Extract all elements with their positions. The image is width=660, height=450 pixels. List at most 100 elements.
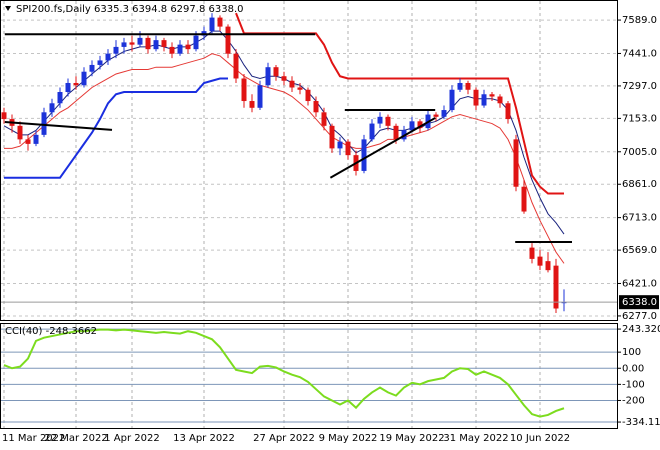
candle-body — [185, 44, 191, 50]
candle-body — [417, 121, 423, 129]
candle-body — [225, 26, 231, 54]
cci-title: CCI(40) -248.3662 — [5, 326, 97, 337]
candle-body — [57, 92, 63, 104]
candle-body — [153, 40, 159, 50]
candle-body — [49, 103, 55, 113]
candle-body — [65, 82, 71, 93]
candle-body — [281, 76, 287, 81]
candle-body — [233, 53, 239, 79]
y-tick-label: 7297.0 — [622, 81, 657, 92]
candle-body — [369, 123, 375, 140]
candle-body — [345, 141, 351, 156]
x-tick-label: 31 May 2022 — [443, 433, 508, 444]
cci-frame — [0, 323, 618, 429]
candle-body — [521, 186, 527, 212]
candle-body — [321, 112, 327, 126]
candle-body — [145, 37, 151, 50]
candle-body — [169, 46, 175, 54]
candle-body — [193, 35, 199, 50]
y-tick-label: -100 — [622, 379, 645, 390]
y-tick-label: -334.110 — [622, 417, 660, 428]
trendline — [329, 117, 436, 179]
candle-body — [249, 101, 255, 108]
last-price-label: 6338.0 — [622, 297, 657, 308]
candle-body — [265, 67, 271, 86]
candle-body — [41, 112, 47, 135]
candle-body — [129, 42, 135, 45]
candle-body — [497, 96, 503, 104]
price-frame — [0, 0, 618, 321]
candle-body — [481, 94, 487, 106]
y-tick-label: 100 — [622, 347, 641, 358]
x-tick-label: 22 Mar 2022 — [44, 433, 107, 444]
candle-body — [33, 134, 39, 144]
candle-body — [449, 89, 455, 111]
x-tick-label: 10 Jun 2022 — [510, 433, 570, 444]
indicator-line — [4, 77, 228, 179]
candle-body — [537, 256, 543, 266]
candle-body — [305, 89, 311, 102]
candle-body — [1, 112, 7, 120]
candle-body — [137, 37, 143, 45]
candle-body — [289, 80, 295, 88]
candle-body — [209, 17, 215, 32]
indicator-line — [4, 53, 565, 264]
candle-body — [257, 85, 263, 108]
y-tick-label: 7153.0 — [622, 113, 657, 124]
y-tick-label: 6421.0 — [622, 278, 657, 289]
candle-body — [473, 89, 479, 106]
y-tick-label: -200 — [622, 395, 645, 406]
candle-body — [89, 64, 95, 72]
x-tick-label: 1 Apr 2022 — [104, 433, 159, 444]
candle-body — [73, 82, 79, 86]
candle-body — [361, 139, 367, 171]
x-tick-label: 19 May 2022 — [379, 433, 444, 444]
candle-body — [489, 94, 495, 97]
y-tick-label: 243.3203 — [622, 324, 660, 335]
candle-body — [81, 71, 87, 86]
candle-body — [505, 103, 511, 120]
candle-body — [273, 67, 279, 77]
y-tick-label: 6861.0 — [622, 179, 657, 190]
candle-body — [545, 261, 551, 271]
candle-body — [337, 141, 343, 149]
candle-body — [457, 82, 463, 90]
x-tick-label: 9 May 2022 — [319, 433, 378, 444]
candle-body — [409, 121, 415, 131]
chart-title: SPI200.fs,Daily 6335.3 6394.8 6297.8 633… — [16, 4, 243, 15]
candle-body — [297, 87, 303, 90]
candle-body — [217, 17, 223, 27]
candle-body — [97, 60, 103, 65]
candle-body — [441, 110, 447, 117]
candle-body — [513, 139, 519, 187]
candle-body — [121, 42, 127, 47]
candle-body — [377, 116, 383, 124]
y-tick-label: 7005.0 — [622, 147, 657, 158]
candle-body — [329, 125, 335, 149]
collapse-icon — [5, 6, 11, 11]
candle-body — [465, 82, 471, 90]
y-tick-label: 0.00 — [622, 363, 644, 374]
candle-body — [393, 125, 399, 140]
x-tick-label: 27 Apr 2022 — [253, 433, 315, 444]
candle-body — [17, 125, 23, 140]
y-tick-label: 7441.0 — [622, 48, 657, 59]
cci-line — [3, 328, 565, 418]
y-tick-label: 6713.0 — [622, 213, 657, 224]
candle-body — [529, 247, 535, 259]
candle-body — [25, 139, 31, 144]
candle-body — [161, 40, 167, 47]
candle-body — [241, 78, 247, 102]
y-tick-label: 7589.0 — [622, 15, 657, 26]
candle-body — [113, 46, 119, 54]
trendline — [4, 121, 113, 131]
candle-body — [313, 101, 319, 113]
last-price-box — [619, 295, 659, 310]
x-tick-label: 11 Mar 2022 — [2, 433, 65, 444]
candle-body — [385, 116, 391, 126]
y-tick-label: 6569.0 — [622, 245, 657, 256]
y-tick-label: 6277.0 — [622, 311, 657, 322]
